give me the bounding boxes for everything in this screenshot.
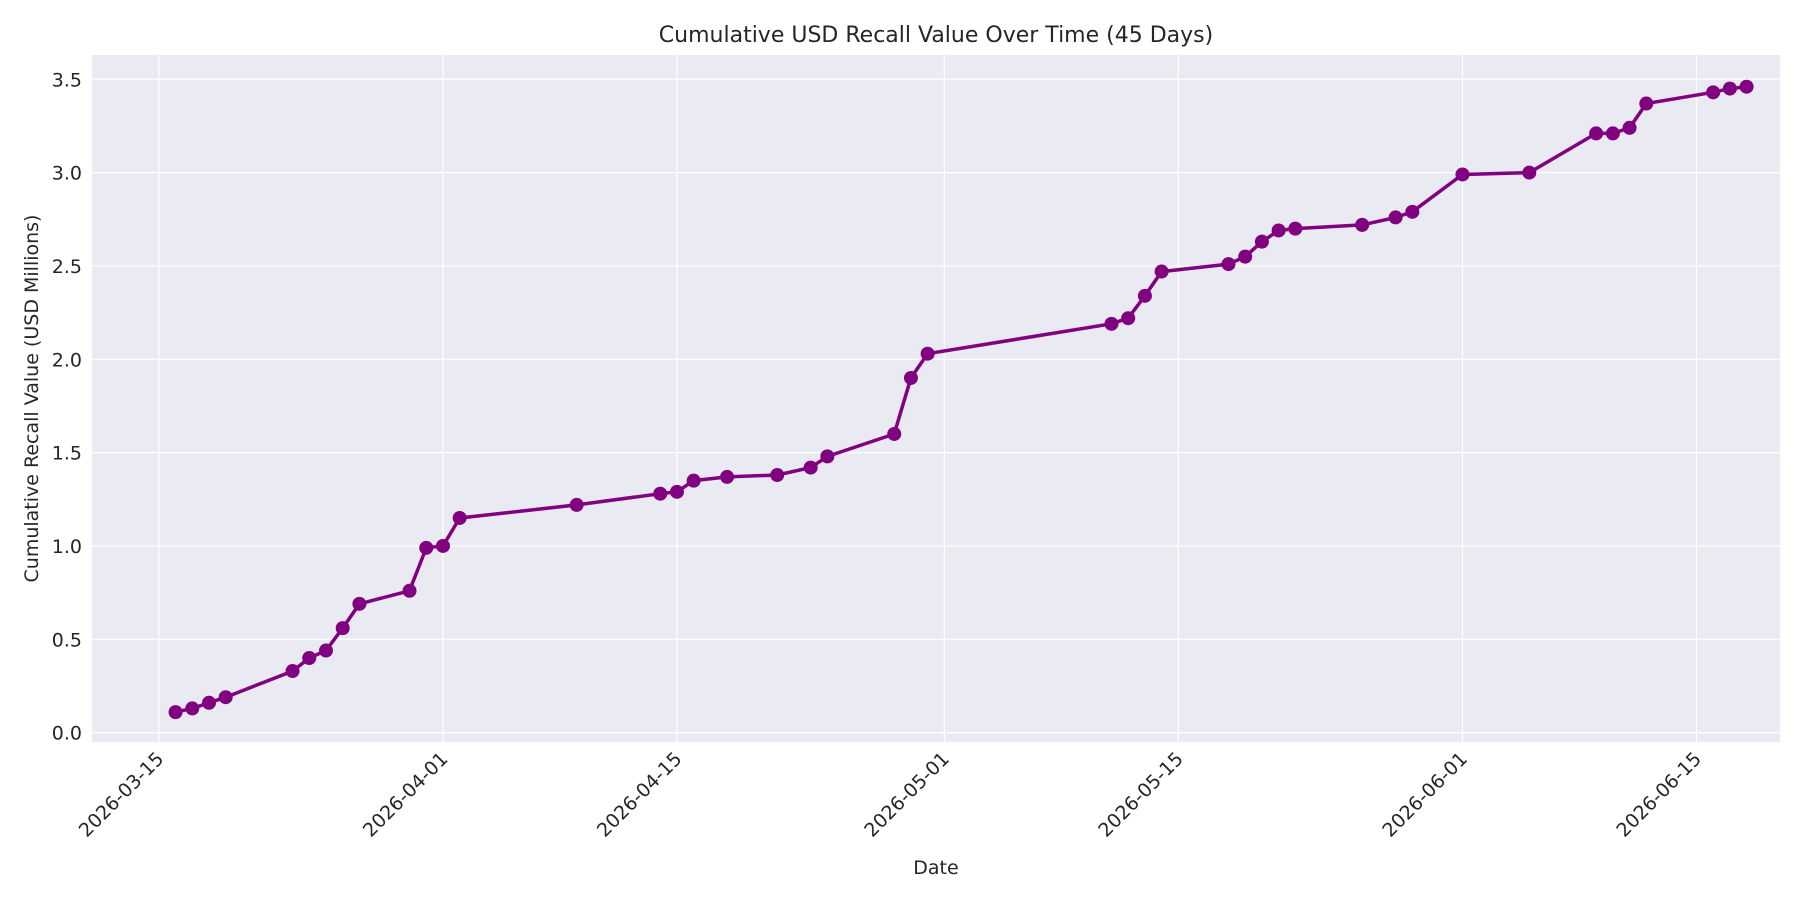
data-point <box>335 621 350 636</box>
data-point <box>168 705 183 720</box>
y-tick-label: 0.5 <box>52 629 82 651</box>
plot-area <box>92 55 1780 742</box>
data-point <box>185 701 200 716</box>
data-point <box>1739 79 1754 94</box>
data-point <box>1622 120 1637 135</box>
y-axis-label: Cumulative Recall Value (USD Millions) <box>21 215 43 583</box>
data-point <box>669 484 684 499</box>
data-point <box>1254 234 1269 249</box>
y-tick-label: 2.0 <box>52 349 82 371</box>
data-point <box>1522 165 1537 180</box>
data-point <box>1271 223 1286 238</box>
data-point <box>452 510 467 525</box>
data-point <box>302 650 317 665</box>
data-point <box>1722 81 1737 96</box>
data-point <box>1589 126 1604 141</box>
y-tick-label: 1.5 <box>52 443 82 465</box>
x-tick-label: 2026-03-15 <box>75 748 169 842</box>
data-point <box>1154 264 1169 279</box>
data-point <box>1605 126 1620 141</box>
data-point <box>1405 204 1420 219</box>
grid <box>92 55 1780 742</box>
data-point <box>1121 311 1136 326</box>
data-point <box>1221 257 1236 272</box>
data-point <box>1104 316 1119 331</box>
data-point <box>720 469 735 484</box>
x-tick-label: 2026-06-15 <box>1612 748 1706 842</box>
data-point <box>686 473 701 488</box>
data-point <box>285 664 300 679</box>
data-point <box>1288 221 1303 236</box>
chart-title: Cumulative USD Recall Value Over Time (4… <box>659 23 1213 48</box>
x-tick-label: 2026-04-15 <box>593 748 687 842</box>
data-point <box>1455 167 1470 182</box>
y-tick-label: 2.5 <box>52 256 82 278</box>
data-point <box>770 468 785 483</box>
x-tick-label: 2026-05-15 <box>1094 748 1188 842</box>
data-point <box>1355 217 1370 232</box>
data-point <box>435 538 450 553</box>
data-point <box>887 426 902 441</box>
x-tick-label: 2026-04-01 <box>359 748 453 842</box>
data-point <box>1639 96 1654 111</box>
data-point <box>1388 210 1403 225</box>
data-point <box>1238 249 1253 264</box>
data-point <box>1706 85 1721 100</box>
data-point <box>820 449 835 464</box>
data-point <box>1137 288 1152 303</box>
data-point <box>569 497 584 512</box>
y-tick-label: 3.5 <box>52 69 82 91</box>
y-tick-label: 3.0 <box>52 163 82 185</box>
data-point <box>903 370 918 385</box>
data-point <box>920 346 935 361</box>
series <box>168 79 1754 720</box>
y-tick-label: 1.0 <box>52 536 82 558</box>
data-point <box>803 460 818 475</box>
data-point <box>318 643 333 658</box>
data-point <box>201 695 216 710</box>
y-tick-label: 0.0 <box>52 723 82 745</box>
x-axis-label: Date <box>913 857 958 879</box>
x-tick-label: 2026-06-01 <box>1378 748 1472 842</box>
data-point <box>653 486 668 501</box>
data-point <box>419 540 434 555</box>
data-point <box>218 690 233 705</box>
x-tick-label: 2026-05-01 <box>860 748 954 842</box>
data-point <box>352 596 367 611</box>
data-point <box>402 583 417 598</box>
